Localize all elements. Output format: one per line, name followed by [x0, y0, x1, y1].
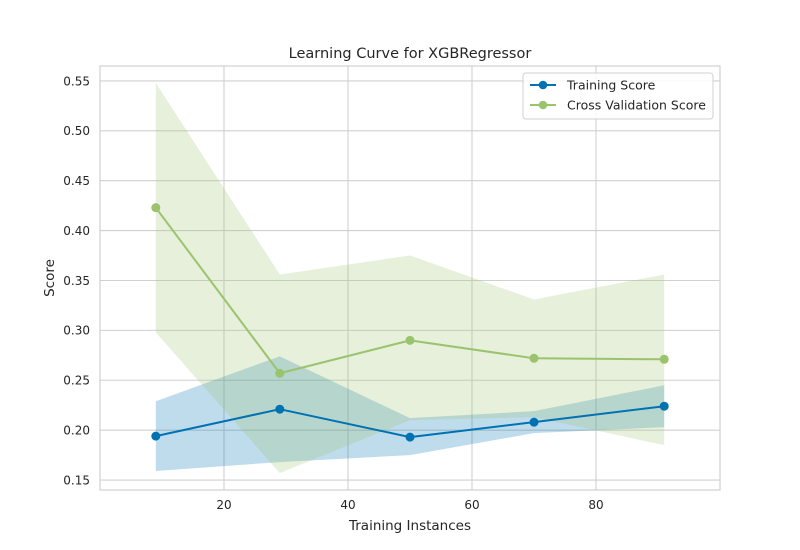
y-tick-label: 0.30	[63, 324, 90, 338]
legend-label-training: Training Score	[566, 78, 656, 93]
y-tick-label: 0.20	[63, 423, 90, 437]
plot-frame	[99, 65, 721, 491]
training-score-band	[155, 356, 665, 472]
score-points	[151, 203, 669, 442]
y-tick-label: 0.45	[63, 174, 90, 188]
training-score-point	[659, 401, 669, 411]
cross-validation-score-point	[275, 368, 285, 378]
y-tick-label: 0.40	[63, 224, 90, 238]
chart-title: Learning Curve for XGBRegressor	[289, 46, 532, 62]
legend-label-cv: Cross Validation Score	[567, 98, 706, 113]
y-tick-label: 0.25	[63, 374, 90, 388]
cross-validation-score-point	[659, 354, 669, 364]
x-axis-label: Training Instances	[348, 518, 471, 534]
plot-area	[100, 66, 720, 490]
training-score-point	[529, 417, 539, 427]
cross-validation-score-point	[151, 203, 161, 213]
legend-box	[522, 72, 714, 120]
grid	[100, 66, 720, 490]
training-score-point	[151, 431, 161, 441]
cross-validation-score-point	[529, 353, 539, 363]
legend-swatch-cv-marker	[538, 100, 548, 110]
legend-swatch-training-marker	[538, 80, 548, 90]
y-tick-label: 0.50	[63, 124, 90, 138]
legend: Training Score Cross Validation Score	[522, 72, 714, 120]
cross-validation-score-point	[405, 335, 415, 345]
training-score-point	[275, 404, 285, 414]
y-axis-ticks: 0.15 0.20 0.25 0.30 0.35 0.40 0.45 0.50 0.55	[63, 74, 90, 487]
y-tick-label: 0.15	[63, 473, 90, 487]
x-tick-label: 60	[464, 498, 479, 512]
x-tick-label: 40	[340, 498, 355, 512]
y-axis-label: Score	[42, 259, 58, 297]
x-tick-label: 20	[216, 498, 231, 512]
x-axis-ticks: 20 40 60 80	[216, 498, 603, 512]
training-score-point	[405, 432, 415, 442]
y-tick-label: 0.35	[63, 274, 90, 288]
x-tick-label: 80	[588, 498, 603, 512]
y-tick-label: 0.55	[63, 74, 90, 88]
